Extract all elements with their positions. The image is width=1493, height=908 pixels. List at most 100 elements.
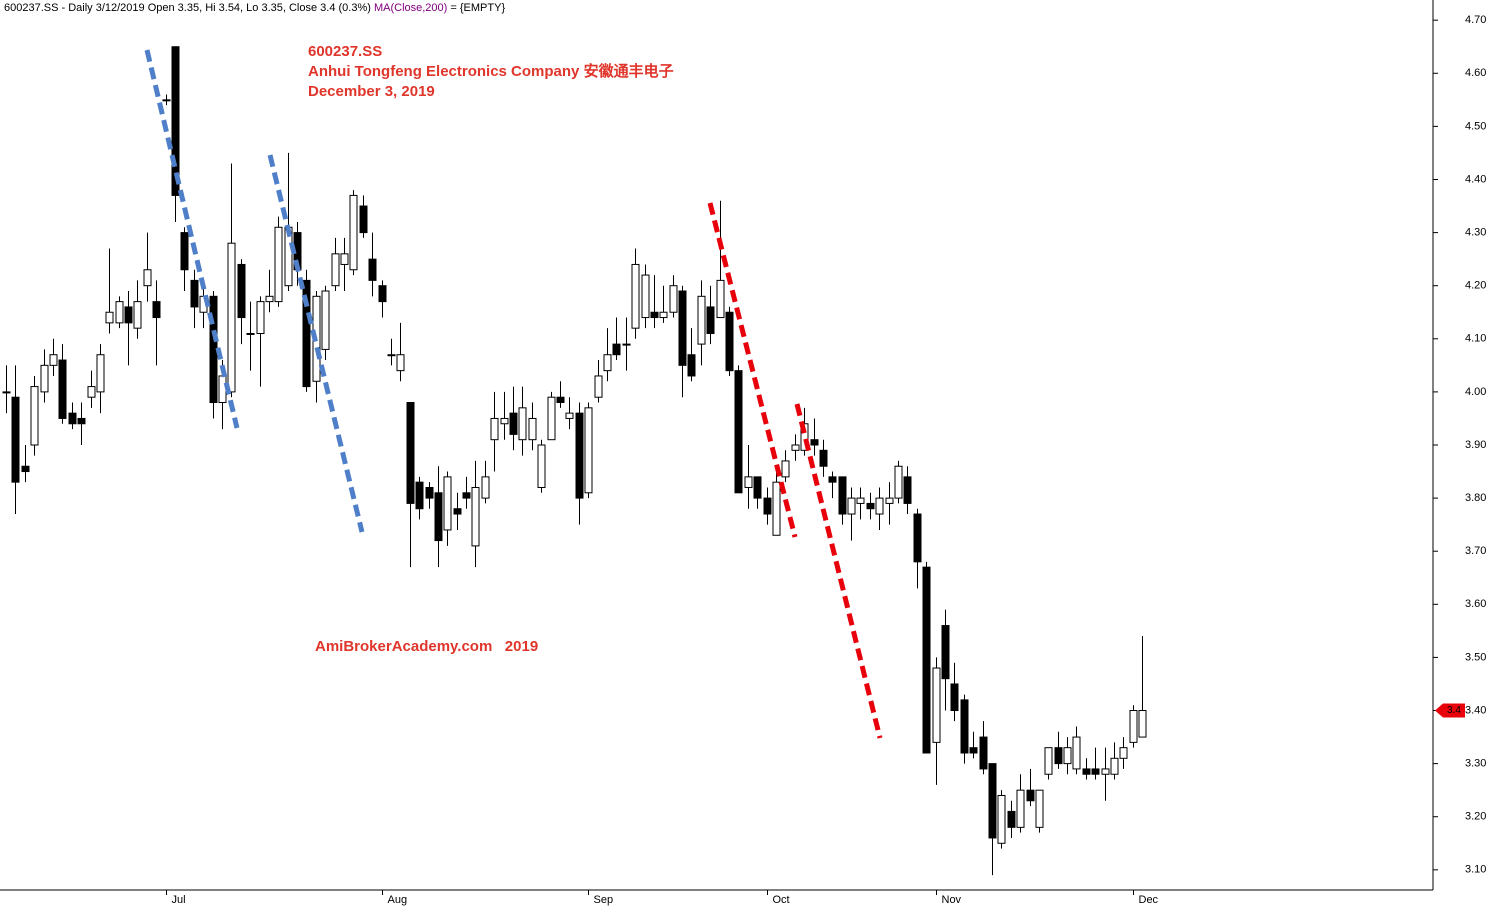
y-tick-label: 3.40 <box>1465 704 1486 716</box>
candle-body <box>979 736 988 770</box>
y-tick-label: 3.20 <box>1465 811 1486 823</box>
candle-body <box>725 311 734 372</box>
candle-body <box>340 253 349 265</box>
candle-body <box>716 279 725 319</box>
candle-body <box>753 476 762 499</box>
candle-body <box>11 396 20 483</box>
candle-body <box>265 295 274 303</box>
trend-line <box>144 49 240 429</box>
y-tick-label: 4.00 <box>1465 386 1486 398</box>
last-price-label: 3.4 <box>1447 705 1461 716</box>
candle-body <box>1072 736 1081 770</box>
candle-body <box>518 407 527 441</box>
candle-body <box>997 794 1006 844</box>
x-tick-label: Jul <box>172 894 186 906</box>
candle-body <box>443 476 452 531</box>
candle-body <box>481 476 490 499</box>
candle-body <box>950 683 959 712</box>
candle-body <box>1054 747 1063 765</box>
candle-body <box>415 481 424 510</box>
title-line: Anhui Tongfeng Electronics Company 安徽通丰电… <box>308 62 674 80</box>
x-tick-label: Dec <box>1139 894 1159 906</box>
candle-body <box>115 301 124 324</box>
candle-body <box>565 412 574 419</box>
candle-body <box>425 486 434 499</box>
y-tick-label: 4.10 <box>1465 333 1486 345</box>
candle-body <box>462 492 471 499</box>
x-tick-label: Oct <box>773 894 790 906</box>
candle-body <box>819 449 828 467</box>
candle-body <box>969 747 978 754</box>
y-tick-label: 4.40 <box>1465 173 1486 185</box>
candle-body <box>180 232 189 271</box>
candle-body <box>1044 747 1053 775</box>
candle-body <box>800 423 809 451</box>
candle-body <box>190 279 199 308</box>
candle-body <box>622 343 631 346</box>
candle-body <box>87 386 96 398</box>
candle-body <box>1016 789 1025 828</box>
candle-body <box>1101 768 1110 775</box>
candle-body <box>932 667 941 743</box>
watermark: AmiBrokerAcademy.com 2019 <box>315 638 538 655</box>
x-tick-label: Aug <box>388 894 408 906</box>
candle-body <box>274 226 283 303</box>
candle-body <box>406 402 415 504</box>
candle-body <box>894 465 903 499</box>
candle-body <box>603 354 612 372</box>
candle-body <box>1082 768 1091 775</box>
x-tick-label: Nov <box>942 894 962 906</box>
candle-body <box>903 476 912 504</box>
candle-body <box>847 497 856 515</box>
candle-body <box>1035 789 1044 828</box>
candle-body <box>734 370 743 494</box>
candle-body <box>791 444 800 451</box>
candle-body <box>49 354 58 366</box>
candle-body <box>246 332 255 335</box>
candle-body <box>218 375 227 404</box>
trend-lines <box>144 49 883 739</box>
candle-body <box>237 263 246 319</box>
y-tick-label: 3.60 <box>1465 598 1486 610</box>
candle-body <box>349 194 358 271</box>
last-price-marker <box>1435 703 1465 718</box>
y-tick-label: 3.80 <box>1465 492 1486 504</box>
candle-body <box>537 444 546 488</box>
candle-body <box>772 481 781 536</box>
candle-body <box>856 497 865 504</box>
title-line: December 3, 2019 <box>308 83 435 100</box>
candle-body <box>40 364 49 393</box>
candle-body <box>387 354 396 357</box>
candle-body <box>378 285 387 303</box>
candle-body <box>988 763 997 839</box>
candle-body <box>2 391 11 394</box>
candle-body <box>77 417 86 425</box>
y-tick-label: 4.20 <box>1465 280 1486 292</box>
candle-body <box>641 274 650 319</box>
candle-body <box>105 311 114 324</box>
x-tick-label: Sep <box>594 894 614 906</box>
candle-body <box>744 476 753 488</box>
candle-body <box>941 625 950 680</box>
candle-body <box>659 311 668 319</box>
candle-body <box>227 242 236 393</box>
y-tick-label: 3.50 <box>1465 651 1486 663</box>
ma-value: = {EMPTY} <box>450 2 505 14</box>
candle-body <box>875 497 884 515</box>
candle-body <box>68 412 77 425</box>
candle-body <box>152 301 161 319</box>
candle-body <box>171 46 180 196</box>
candle-body <box>1138 710 1147 738</box>
candle-body <box>828 476 837 483</box>
candle-body <box>575 412 584 499</box>
candle-body <box>556 396 565 404</box>
candle-body <box>631 263 640 329</box>
trend-line <box>794 403 883 739</box>
candle-body <box>960 699 969 754</box>
candle-body <box>58 359 67 419</box>
candle-body <box>687 354 696 377</box>
candle-body <box>124 306 133 324</box>
candle-body <box>1129 710 1138 743</box>
y-tick-label: 4.50 <box>1465 120 1486 132</box>
